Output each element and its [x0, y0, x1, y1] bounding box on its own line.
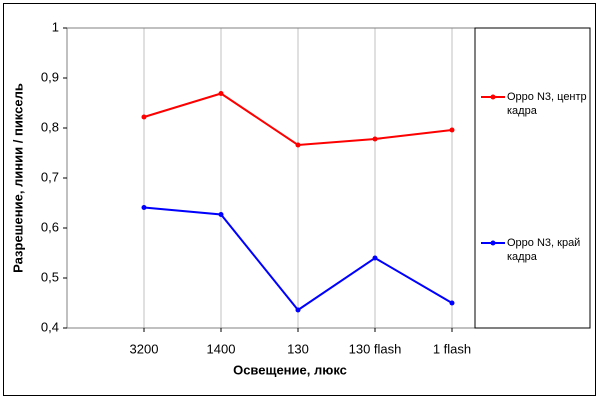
point — [141, 205, 147, 210]
y-tick-label: 0,9 — [41, 69, 59, 84]
point — [449, 127, 455, 133]
y-tick-label: 0,6 — [41, 219, 59, 234]
x-tick-label: 1 flash — [433, 341, 471, 356]
legend-marker — [490, 240, 496, 246]
y-tick-label: 1 — [52, 19, 59, 34]
y-tick-label: 0,8 — [41, 119, 59, 134]
legend-box — [474, 27, 591, 329]
frame — [3, 3, 596, 396]
plot-area — [66, 27, 476, 329]
point — [372, 136, 378, 142]
legend-label: Oppo N3, центр кадра — [507, 91, 587, 117]
x-tick-label: 1400 — [207, 341, 236, 356]
x-tick-label: 130 flash — [349, 341, 402, 356]
x-axis-label: Освещение, люкс — [233, 362, 347, 377]
point — [372, 255, 378, 261]
point — [295, 307, 301, 313]
point — [295, 142, 301, 148]
y-axis-label: Разрешение, линии / пиксель — [10, 83, 25, 273]
legend-marker — [490, 94, 496, 100]
x-tick-label: 130 — [287, 341, 309, 356]
point — [218, 91, 224, 96]
point — [141, 114, 147, 120]
point — [218, 212, 224, 217]
point — [449, 300, 455, 306]
y-tick-label: 0,4 — [41, 319, 59, 334]
x-tick-label: 3200 — [130, 341, 159, 356]
y-tick-label: 0,5 — [41, 269, 59, 284]
y-tick-label: 0,7 — [41, 169, 59, 184]
legend-label: Oppo N3, край кадра — [507, 237, 581, 263]
